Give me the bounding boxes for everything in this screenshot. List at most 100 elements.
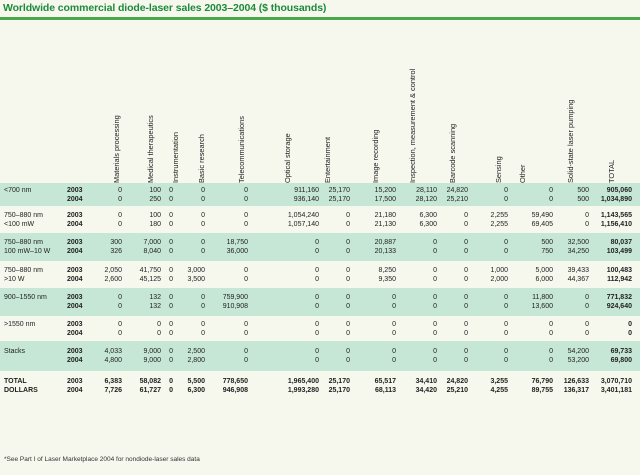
table-cell: 25,210: [446, 196, 468, 203]
table-cell: 0: [392, 330, 396, 337]
table-cell: 1,057,140: [287, 221, 319, 228]
row-label: 750–880 nm: [4, 239, 43, 246]
table-cell: 2,255: [490, 221, 508, 228]
table-cell: 112,942: [607, 276, 632, 283]
table-cell: 750: [541, 248, 553, 255]
table-cell: 0: [346, 248, 350, 255]
table-cell: 778,650: [222, 378, 248, 385]
column-header: Telecommunications: [237, 116, 246, 183]
table-cell: 1,156,410: [600, 221, 632, 228]
table-cell: 0: [244, 330, 248, 337]
table-cell: 0: [201, 321, 205, 328]
table-cell: 34,420: [415, 387, 437, 394]
table-cell: 0: [315, 267, 319, 274]
table-cell: 0: [201, 294, 205, 301]
row-year: 2003: [67, 348, 83, 355]
table-cell: 0: [628, 321, 632, 328]
table-cell: 0: [549, 330, 553, 337]
table-cell: 0: [169, 248, 173, 255]
table-cell: 0: [346, 303, 350, 310]
table-cell: 6,383: [104, 378, 122, 385]
column-header: Other: [518, 164, 527, 183]
row-year: 2003: [67, 267, 83, 274]
table-cell: 0: [169, 387, 173, 394]
row-year: 2004: [67, 357, 83, 364]
table-cell: 0: [118, 221, 122, 228]
table-cell: 39,433: [567, 267, 589, 274]
table-cell: 0: [392, 294, 396, 301]
table-cell: 0: [169, 221, 173, 228]
column-header: TOTAL: [607, 159, 616, 183]
table-cell: 0: [585, 212, 589, 219]
table-cell: 6,300: [419, 212, 437, 219]
table-cell: 24,820: [446, 187, 468, 194]
table-cell: 0: [169, 378, 173, 385]
table-cell: 3,070,710: [600, 378, 632, 385]
table-cell: 0: [315, 303, 319, 310]
row-group: 750–880 nm 2003 0 100 0 0 0 1,054,240 0 21,180 6,3…: [0, 206, 640, 233]
table-cell: 936,140: [293, 196, 319, 203]
row-year: 2003: [67, 294, 83, 301]
table-cell: 0: [549, 196, 553, 203]
table-cell: 0: [504, 239, 508, 246]
table-cell: 0: [315, 321, 319, 328]
table-cell: 0: [315, 248, 319, 255]
table-cell: 103,499: [606, 248, 632, 255]
table-cell: 4,033: [104, 348, 122, 355]
table-cell: 0: [315, 276, 319, 283]
table-cell: 0: [118, 330, 122, 337]
column-header: Medical therapeutics: [146, 115, 155, 183]
table-cell: 0: [244, 321, 248, 328]
table-cell: 0: [464, 330, 468, 337]
table-cell: 1,000: [490, 267, 508, 274]
row-group: 900–1550 nm 2003 0 132 0 0 759,900 0 0 0 0 0 0 11,800…: [0, 288, 640, 316]
column-header: Inspection, measurement & control: [408, 68, 417, 183]
table-cell: 0: [157, 330, 161, 337]
table-cell: 61,727: [139, 387, 161, 394]
table-cell: 0: [549, 321, 553, 328]
column-header: Materials processing: [112, 115, 121, 183]
table-cell: 0: [201, 196, 205, 203]
row-label: TOTAL: [4, 378, 27, 385]
table-cell: 300: [110, 239, 122, 246]
table-cell: 911,160: [294, 187, 319, 194]
table-cell: 0: [118, 321, 122, 328]
table-cell: 20,887: [374, 239, 396, 246]
table-cell: 25,170: [328, 378, 350, 385]
row-year: 2004: [67, 387, 83, 394]
table-cell: 0: [346, 212, 350, 219]
table-cell: 180: [149, 221, 161, 228]
table-cell: 0: [585, 221, 589, 228]
table-cell: 41,750: [139, 267, 161, 274]
row-year: 2003: [67, 239, 83, 246]
table-cell: 20,133: [374, 248, 396, 255]
table-cell: 100,483: [606, 267, 632, 274]
table-cell: 32,500: [567, 239, 589, 246]
table-cell: 0: [549, 357, 553, 364]
table-cell: 53,200: [567, 357, 589, 364]
row-label: >10 W: [4, 276, 25, 283]
row-label: 750–880 nm: [4, 212, 43, 219]
table-cell: 69,733: [610, 348, 632, 355]
table-cell: 0: [315, 348, 319, 355]
table-cell: 0: [244, 196, 248, 203]
table-cell: 15,200: [374, 187, 396, 194]
table-cell: 0: [628, 330, 632, 337]
table-cell: 946,908: [222, 387, 248, 394]
row-label: Stacks: [4, 348, 26, 355]
table-cell: 500: [541, 239, 553, 246]
table-cell: 44,367: [567, 276, 589, 283]
title-rule: [0, 17, 640, 20]
table-cell: 0: [346, 221, 350, 228]
table-cell: 0: [433, 267, 437, 274]
table-cell: 0: [433, 239, 437, 246]
table-cell: 0: [169, 276, 173, 283]
row-group: <700 nm 2003 0 100 0 0 0 911,160 25,170 15,200 28,…: [0, 183, 640, 206]
table-cell: 0: [585, 330, 589, 337]
table-cell: 0: [244, 187, 248, 194]
table-cell: 8,040: [143, 248, 161, 255]
table-cell: 0: [315, 357, 319, 364]
table-cell: 0: [464, 276, 468, 283]
column-header: Image recording: [371, 129, 380, 183]
